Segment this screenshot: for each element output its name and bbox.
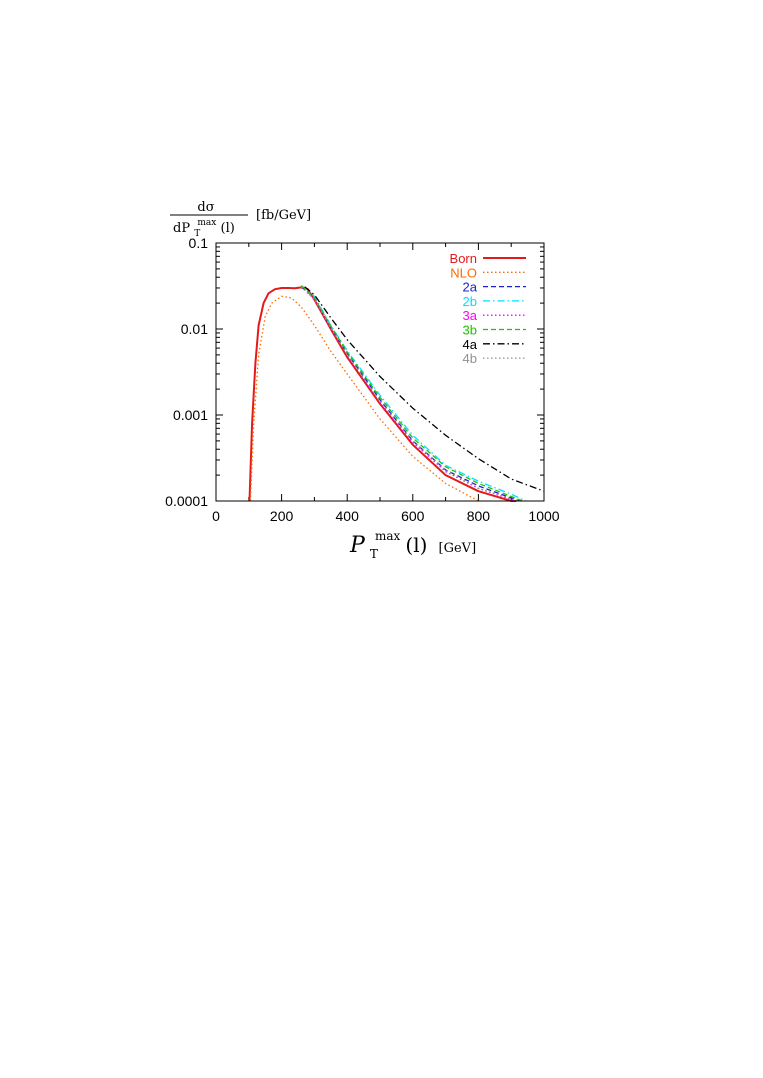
y-tick-label: 0.1	[189, 235, 209, 251]
series-line-2b	[300, 285, 527, 502]
y-label-denominator-suffix: (l)	[221, 221, 235, 236]
series-line-3a	[300, 286, 517, 502]
legend-label-born: Born	[450, 251, 477, 266]
y-label-numerator: dσ	[197, 200, 214, 215]
y-label-denominator-prefix: dP	[173, 221, 190, 236]
y-label-unit: [fb/GeV]	[256, 208, 311, 223]
legend-label-3a: 3a	[463, 308, 478, 323]
x-tick-label: 800	[467, 508, 491, 524]
series-line-4b	[300, 286, 518, 502]
plot-frame	[215, 242, 545, 502]
x-tick-label: 0	[212, 508, 220, 524]
x-tick-label: 200	[270, 508, 294, 524]
series-line-2a	[300, 286, 520, 502]
series-line-4a	[304, 286, 545, 492]
x-label-unit: [GeV]	[439, 541, 477, 556]
legend-label-3b: 3b	[463, 323, 477, 338]
y-tick-label: 0.001	[173, 407, 208, 423]
x-axis-label: P T max (l) [GeV]	[349, 525, 476, 562]
legend-label-4b: 4b	[463, 351, 477, 366]
y-tick-label: 0.01	[181, 321, 208, 337]
series-layer	[248, 285, 545, 502]
x-tick-label: 1000	[528, 508, 559, 524]
x-label-suffix: (l)	[405, 533, 427, 557]
x-label-sup: max	[375, 529, 401, 543]
x-tick-label: 600	[401, 508, 425, 524]
legend-label-2b: 2b	[463, 294, 477, 309]
series-line-3b	[300, 285, 523, 502]
x-tick-label: 400	[336, 508, 360, 524]
y-label-denominator-sup: max	[197, 218, 216, 228]
legend-label-nlo: NLO	[450, 265, 477, 280]
y-label-denominator: dP T max (l)	[173, 214, 235, 240]
x-label-main: P	[349, 533, 366, 558]
y-tick-label: 0.0001	[165, 493, 208, 509]
series-line-nlo	[249, 295, 479, 502]
legend-label-2a: 2a	[463, 280, 478, 295]
y-label-denominator-sub: T	[194, 229, 200, 239]
x-label-sub: T	[370, 547, 378, 561]
legend-label-4a: 4a	[463, 337, 478, 352]
y-axis-label: dσ dP T max (l) [fb/GeV]	[170, 200, 311, 240]
